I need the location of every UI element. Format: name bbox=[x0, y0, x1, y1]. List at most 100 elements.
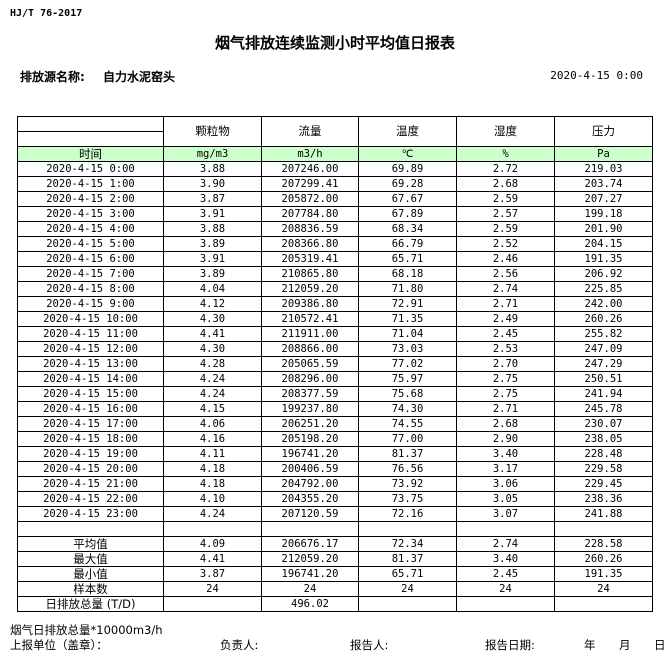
day-label: 日 bbox=[654, 638, 666, 652]
value-cell: 4.18 bbox=[163, 476, 262, 492]
value-cell: 196741.20 bbox=[261, 566, 359, 582]
unit-cell: m3/h bbox=[261, 146, 359, 162]
value-cell: 205319.41 bbox=[261, 251, 359, 267]
summary-row: 最小值 3.87 196741.20 65.71 2.45 191.35 bbox=[17, 566, 653, 582]
value-cell: 4.11 bbox=[163, 446, 262, 462]
value-cell: 3.88 bbox=[163, 161, 262, 177]
value-cell: 4.41 bbox=[163, 326, 262, 342]
table-row: 2020-4-15 7:00 3.89 210865.80 68.18 2.56 206.… bbox=[17, 266, 653, 282]
table-row: 2020-4-15 17:00 4.06 206251.20 74.55 2.68 230… bbox=[17, 416, 653, 432]
value-cell: 3.06 bbox=[456, 476, 555, 492]
row-label: 2020-4-15 23:00 bbox=[17, 506, 164, 522]
row-label: 2020-4-15 17:00 bbox=[17, 416, 164, 432]
row-label: 样本数 bbox=[17, 581, 164, 597]
value-cell: 208366.80 bbox=[261, 236, 359, 252]
value-cell: 3.17 bbox=[456, 461, 555, 477]
value-cell: 207299.41 bbox=[261, 176, 359, 192]
value-cell: 24 bbox=[456, 581, 555, 597]
value-cell: 204792.00 bbox=[261, 476, 359, 492]
value-cell: 4.24 bbox=[163, 386, 262, 402]
value-cell: 205065.59 bbox=[261, 356, 359, 372]
unit-cell: Pa bbox=[554, 146, 653, 162]
table-row: 2020-4-15 1:00 3.90 207299.41 69.28 2.68 203.… bbox=[17, 176, 653, 192]
value-cell: 255.82 bbox=[554, 326, 653, 342]
table-row: 2020-4-15 3:00 3.91 207784.80 67.89 2.57 199.… bbox=[17, 206, 653, 222]
value-cell: 3.91 bbox=[163, 251, 262, 267]
value-cell: 496.02 bbox=[261, 596, 359, 612]
value-cell: 4.24 bbox=[163, 506, 262, 522]
value-cell: 204355.20 bbox=[261, 491, 359, 507]
value-cell: 67.67 bbox=[358, 191, 457, 207]
value-cell: 69.28 bbox=[358, 176, 457, 192]
value-cell: 2.74 bbox=[456, 281, 555, 297]
table-row: 2020-4-15 23:00 4.24 207120.59 72.16 3.07 241… bbox=[17, 506, 653, 522]
value-cell: 75.97 bbox=[358, 371, 457, 387]
value-cell: 210572.41 bbox=[261, 311, 359, 327]
value-cell: 2.74 bbox=[456, 536, 555, 552]
value-cell: 4.28 bbox=[163, 356, 262, 372]
value-cell: 3.40 bbox=[456, 551, 555, 567]
column-header: 颗粒物 bbox=[163, 116, 262, 147]
value-cell bbox=[358, 521, 457, 537]
value-cell: 207246.00 bbox=[261, 161, 359, 177]
value-cell: 2.59 bbox=[456, 221, 555, 237]
unit-cell: % bbox=[456, 146, 555, 162]
value-cell: 73.75 bbox=[358, 491, 457, 507]
value-cell: 68.18 bbox=[358, 266, 457, 282]
value-cell: 219.03 bbox=[554, 161, 653, 177]
table-row: 2020-4-15 10:00 4.30 210572.41 71.35 2.49 260… bbox=[17, 311, 653, 327]
column-header: 流量 bbox=[261, 116, 359, 147]
row-label: 2020-4-15 13:00 bbox=[17, 356, 164, 372]
row-label: 2020-4-15 11:00 bbox=[17, 326, 164, 342]
value-cell: 2.70 bbox=[456, 356, 555, 372]
value-cell bbox=[261, 521, 359, 537]
value-cell: 245.78 bbox=[554, 401, 653, 417]
row-label: 最大值 bbox=[17, 551, 164, 567]
value-cell: 24 bbox=[358, 581, 457, 597]
header-blank-top bbox=[17, 116, 164, 132]
value-cell: 2.59 bbox=[456, 191, 555, 207]
row-label: 2020-4-15 14:00 bbox=[17, 371, 164, 387]
value-cell: 208296.00 bbox=[261, 371, 359, 387]
column-header: 压力 bbox=[554, 116, 653, 147]
time-header: 时间 bbox=[17, 146, 164, 162]
value-cell: 71.80 bbox=[358, 281, 457, 297]
table-row: 2020-4-15 4:00 3.88 208836.59 68.34 2.59 201.… bbox=[17, 221, 653, 237]
value-cell: 4.30 bbox=[163, 311, 262, 327]
value-cell: 77.00 bbox=[358, 431, 457, 447]
row-label: 2020-4-15 4:00 bbox=[17, 221, 164, 237]
value-cell: 207784.80 bbox=[261, 206, 359, 222]
row-label: 2020-4-15 6:00 bbox=[17, 251, 164, 267]
value-cell: 24 bbox=[261, 581, 359, 597]
table-row: 2020-4-15 9:00 4.12 209386.80 72.91 2.71 242.… bbox=[17, 296, 653, 312]
table-row: 2020-4-15 0:00 3.88 207246.00 69.89 2.72 219.… bbox=[17, 161, 653, 177]
value-cell: 200406.59 bbox=[261, 461, 359, 477]
value-cell: 3.90 bbox=[163, 176, 262, 192]
table-row: 2020-4-15 21:00 4.18 204792.00 73.92 3.06 229… bbox=[17, 476, 653, 492]
value-cell: 2.45 bbox=[456, 566, 555, 582]
row-label: 2020-4-15 16:00 bbox=[17, 401, 164, 417]
report-table: 颗粒物 流量 温度 湿度 压力 时间 mg/m3 m3/h ℃ % Pa 202… bbox=[17, 116, 653, 612]
unit-cell: mg/m3 bbox=[163, 146, 262, 162]
value-cell: 2.75 bbox=[456, 386, 555, 402]
value-cell: 74.55 bbox=[358, 416, 457, 432]
table-row: 2020-4-15 8:00 4.04 212059.20 71.80 2.74 225.… bbox=[17, 281, 653, 297]
value-cell: 3.40 bbox=[456, 446, 555, 462]
value-cell: 228.58 bbox=[554, 536, 653, 552]
value-cell: 225.85 bbox=[554, 281, 653, 297]
value-cell: 199.18 bbox=[554, 206, 653, 222]
empty-row bbox=[17, 521, 653, 537]
value-cell: 24 bbox=[554, 581, 653, 597]
value-cell: 247.09 bbox=[554, 341, 653, 357]
table-row: 2020-4-15 12:00 4.30 208866.00 73.03 2.53 247… bbox=[17, 341, 653, 357]
value-cell: 73.03 bbox=[358, 341, 457, 357]
table-row: 2020-4-15 22:00 4.10 204355.20 73.75 3.05 238… bbox=[17, 491, 653, 507]
table-row: 2020-4-15 14:00 4.24 208296.00 75.97 2.75 250… bbox=[17, 371, 653, 387]
column-header: 温度 bbox=[358, 116, 457, 147]
value-cell: 2.68 bbox=[456, 416, 555, 432]
value-cell: 2.68 bbox=[456, 176, 555, 192]
reporter-label: 报告人: bbox=[350, 638, 389, 652]
value-cell: 191.35 bbox=[554, 566, 653, 582]
value-cell bbox=[554, 521, 653, 537]
value-cell: 76.56 bbox=[358, 461, 457, 477]
